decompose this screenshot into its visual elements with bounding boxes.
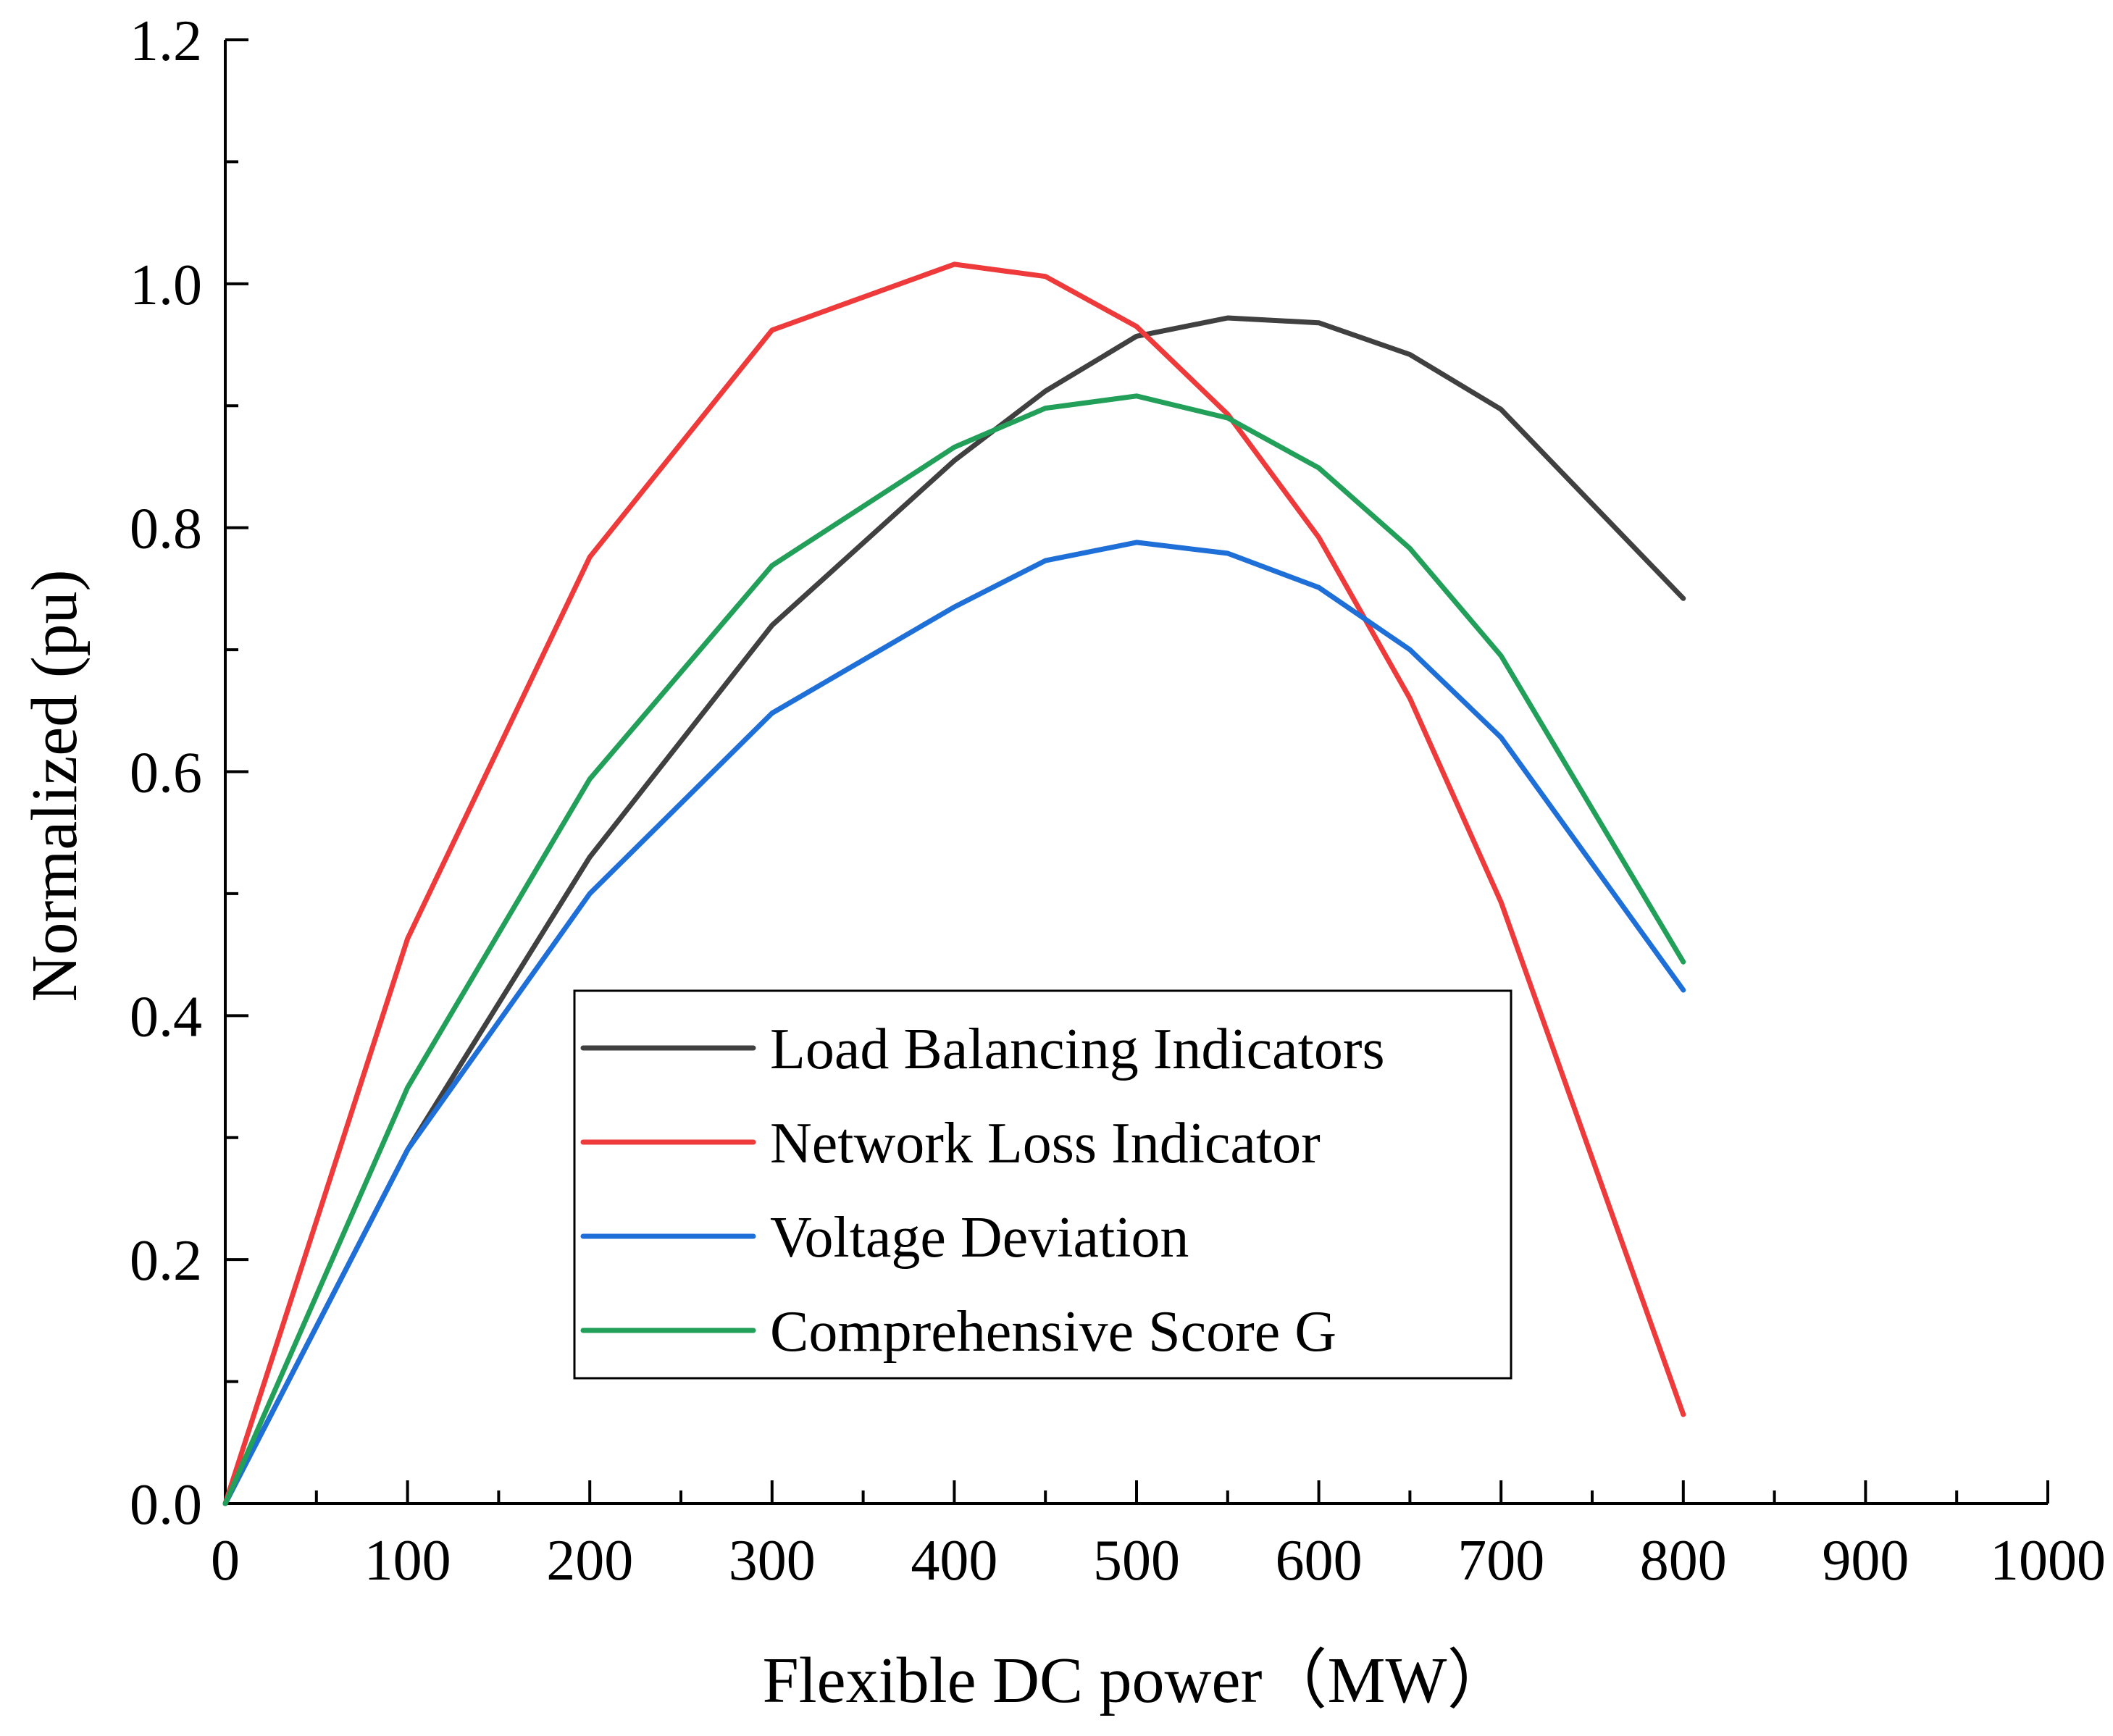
x-tick-label: 1000 (1990, 1529, 2106, 1593)
x-tick-label: 0 (211, 1529, 240, 1593)
y-tick-label: 0.0 (130, 1473, 202, 1537)
legend-box (573, 989, 1512, 1380)
y-tick-label: 0.4 (130, 985, 202, 1049)
legend: Load Balancing Indicators Network Loss In… (573, 989, 1512, 1380)
y-tick-label: 0.8 (130, 498, 202, 561)
axes: 0 100 200 300 400 500 600 700 800 900 1000 0.0 0.2 0.… (130, 9, 2106, 1593)
x-tick-label: 300 (729, 1529, 816, 1593)
y-tick-label: 0.2 (130, 1229, 202, 1293)
x-tick-label: 600 (1276, 1529, 1363, 1593)
x-axis-title: Flexible DC power（MW） (763, 1645, 1512, 1716)
legend-label-3: Voltage Deviation (770, 1206, 1189, 1270)
series-line-1 (222, 315, 1686, 1506)
x-tick-label: 900 (1822, 1529, 1909, 1593)
x-tick-label: 500 (1093, 1529, 1180, 1593)
x-tick-label: 700 (1457, 1529, 1544, 1593)
series-layer (222, 261, 1686, 1506)
legend-label-4: Comprehensive Score G (770, 1300, 1336, 1364)
x-tick-label: 100 (364, 1529, 451, 1593)
x-tick-label: 800 (1640, 1529, 1727, 1593)
series-line-4 (222, 393, 1686, 1506)
x-tick-label: 400 (911, 1529, 997, 1593)
y-tick-label: 1.0 (130, 253, 202, 317)
x-tick-label: 200 (546, 1529, 633, 1593)
y-tick-label: 1.2 (130, 9, 202, 73)
y-axis-title: Normalized (pu) (19, 569, 91, 1002)
legend-label-2: Network Loss Indicator (770, 1112, 1321, 1175)
series-line-3 (222, 540, 1686, 1506)
y-tick-label: 0.6 (130, 742, 202, 805)
legend-label-1: Load Balancing Indicators (770, 1018, 1385, 1081)
series-line-2 (222, 261, 1686, 1506)
